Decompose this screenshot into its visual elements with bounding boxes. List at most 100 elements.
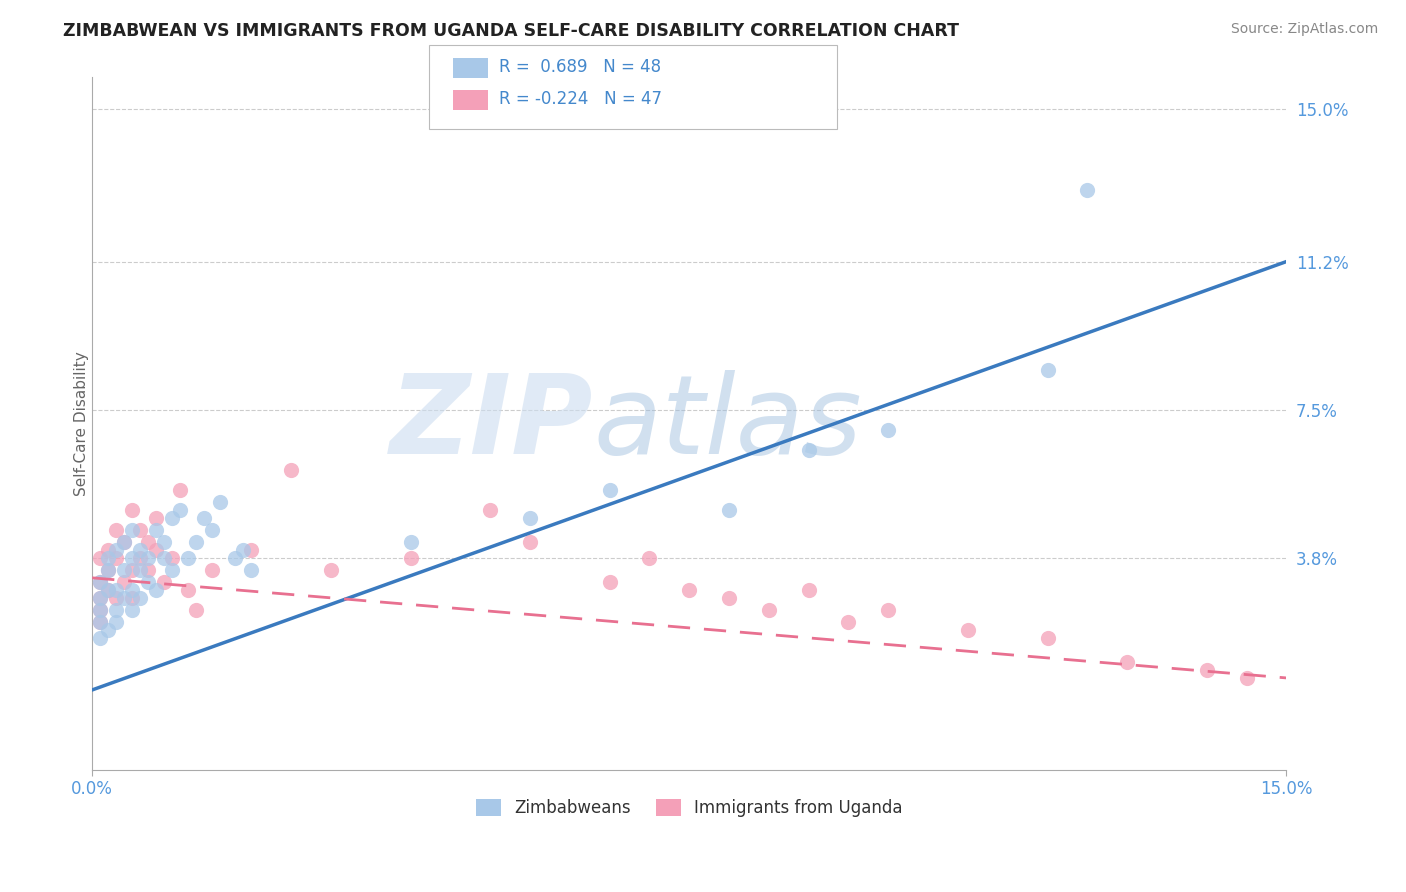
Point — [519, 534, 541, 549]
Point — [89, 574, 111, 589]
Point — [97, 550, 120, 565]
Point — [105, 615, 128, 629]
Text: R = -0.224   N = 47: R = -0.224 N = 47 — [499, 90, 662, 108]
Point — [105, 523, 128, 537]
Point — [479, 503, 502, 517]
Point — [240, 563, 263, 577]
Point — [153, 534, 176, 549]
Point — [129, 542, 152, 557]
Point — [89, 550, 111, 565]
Point — [1195, 663, 1218, 677]
Point — [1236, 671, 1258, 685]
Point — [193, 510, 215, 524]
Point — [136, 563, 159, 577]
Point — [89, 574, 111, 589]
Point — [89, 615, 111, 629]
Point — [121, 563, 143, 577]
Point — [280, 463, 302, 477]
Point — [837, 615, 859, 629]
Point — [121, 582, 143, 597]
Point — [105, 582, 128, 597]
Point — [112, 534, 135, 549]
Point — [97, 582, 120, 597]
Point — [97, 563, 120, 577]
Text: Source: ZipAtlas.com: Source: ZipAtlas.com — [1230, 22, 1378, 37]
Point — [638, 550, 661, 565]
Point — [121, 591, 143, 605]
Point — [399, 534, 422, 549]
Point — [105, 591, 128, 605]
Text: ZIP: ZIP — [391, 370, 593, 477]
Point — [160, 510, 183, 524]
Point — [153, 574, 176, 589]
Point — [112, 574, 135, 589]
Point — [1036, 362, 1059, 376]
Point — [97, 623, 120, 637]
Point — [599, 574, 621, 589]
Point — [1116, 655, 1139, 669]
Text: ZIMBABWEAN VS IMMIGRANTS FROM UGANDA SELF-CARE DISABILITY CORRELATION CHART: ZIMBABWEAN VS IMMIGRANTS FROM UGANDA SEL… — [63, 22, 959, 40]
Point — [129, 591, 152, 605]
Point — [160, 550, 183, 565]
Point — [184, 534, 207, 549]
Point — [200, 563, 222, 577]
Point — [956, 623, 979, 637]
Point — [678, 582, 700, 597]
Point — [718, 591, 741, 605]
Point — [208, 495, 231, 509]
Text: R =  0.689   N = 48: R = 0.689 N = 48 — [499, 58, 661, 76]
Legend: Zimbabweans, Immigrants from Uganda: Zimbabweans, Immigrants from Uganda — [470, 792, 910, 824]
Point — [89, 603, 111, 617]
Point — [145, 510, 167, 524]
Point — [129, 523, 152, 537]
Point — [145, 582, 167, 597]
Point — [129, 550, 152, 565]
Point — [105, 550, 128, 565]
Point — [112, 591, 135, 605]
Point — [136, 574, 159, 589]
Point — [184, 603, 207, 617]
Point — [112, 534, 135, 549]
Point — [169, 503, 191, 517]
Point — [153, 550, 176, 565]
Point — [97, 563, 120, 577]
Point — [797, 582, 820, 597]
Y-axis label: Self-Care Disability: Self-Care Disability — [73, 351, 89, 496]
Point — [121, 603, 143, 617]
Point — [718, 503, 741, 517]
Point — [232, 542, 254, 557]
Point — [145, 523, 167, 537]
Point — [89, 631, 111, 645]
Point — [224, 550, 246, 565]
Point — [200, 523, 222, 537]
Point — [877, 603, 900, 617]
Point — [877, 423, 900, 437]
Point — [145, 542, 167, 557]
Point — [129, 563, 152, 577]
Point — [1036, 631, 1059, 645]
Point — [599, 483, 621, 497]
Point — [1076, 182, 1098, 196]
Point — [177, 582, 200, 597]
Point — [758, 603, 780, 617]
Point — [89, 615, 111, 629]
Point — [177, 550, 200, 565]
Point — [112, 563, 135, 577]
Point — [136, 550, 159, 565]
Point — [319, 563, 342, 577]
Point — [797, 442, 820, 457]
Point — [105, 542, 128, 557]
Point — [169, 483, 191, 497]
Point — [89, 603, 111, 617]
Point — [97, 582, 120, 597]
Point — [121, 503, 143, 517]
Point — [89, 591, 111, 605]
Point — [136, 534, 159, 549]
Point — [121, 550, 143, 565]
Point — [519, 510, 541, 524]
Point — [121, 523, 143, 537]
Text: atlas: atlas — [593, 370, 862, 477]
Point — [89, 591, 111, 605]
Point — [160, 563, 183, 577]
Point — [399, 550, 422, 565]
